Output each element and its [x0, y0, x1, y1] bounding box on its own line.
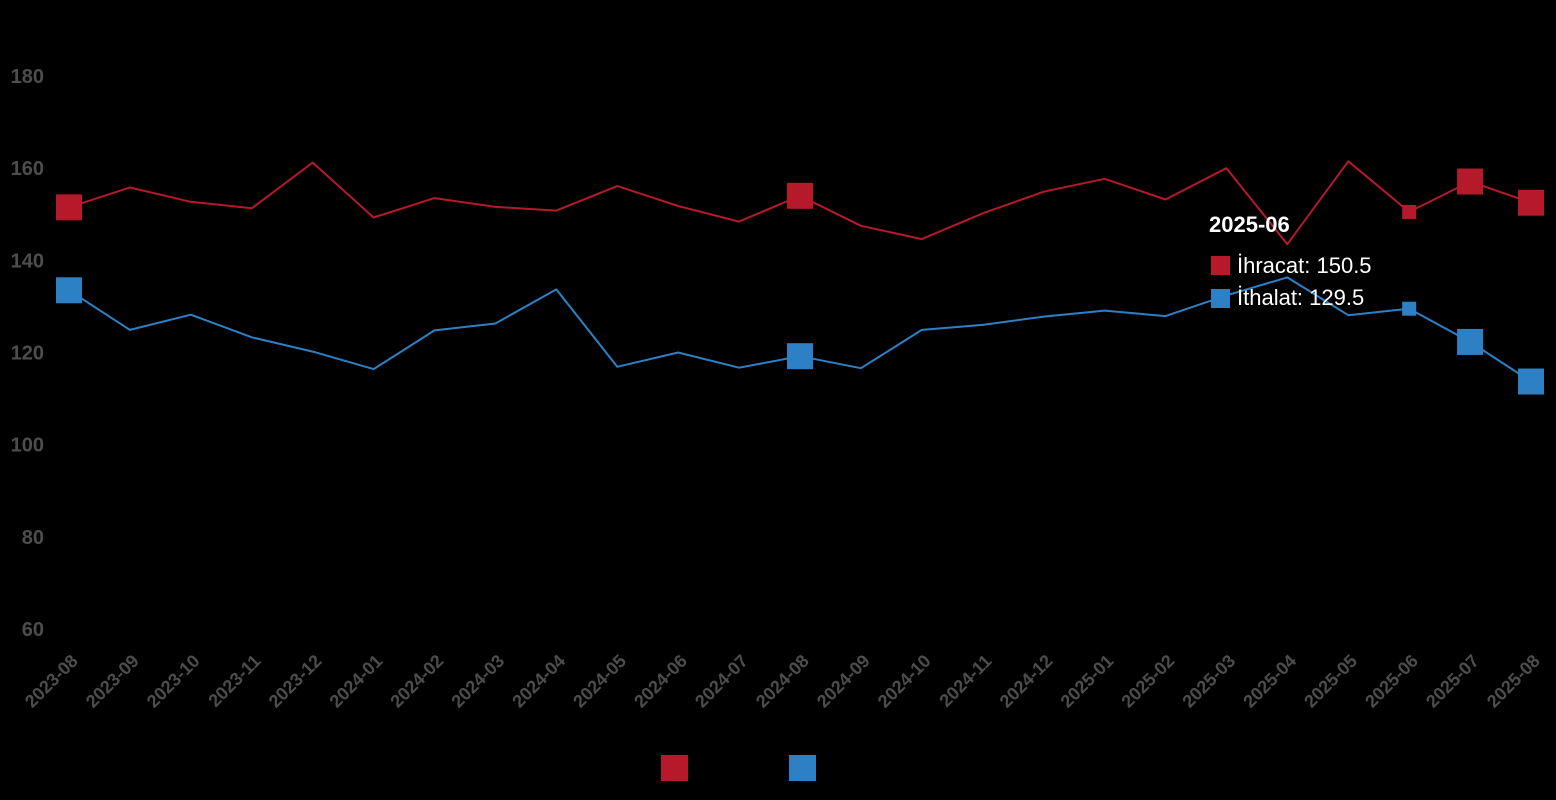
x-tick-label: 2024-11 [935, 651, 995, 711]
x-tick-label: 2023-11 [204, 651, 264, 711]
y-tick-label: 140 [11, 250, 44, 272]
ithalat-point-marker[interactable] [56, 277, 82, 304]
ithalat-point-marker[interactable] [1457, 328, 1484, 355]
x-tick-label: 2024-12 [996, 651, 1057, 712]
series-markers[interactable] [56, 168, 1544, 395]
tooltip-ihracat-value: İhracat: 150.5 [1237, 253, 1372, 278]
y-tick-label: 60 [22, 619, 44, 641]
ithalat-hover-marker[interactable] [1402, 301, 1417, 316]
ihracat-point-marker[interactable] [1518, 189, 1544, 216]
y-tick-label: 80 [22, 527, 44, 549]
legend-ihracat-swatch[interactable] [661, 755, 688, 781]
x-tick-label: 2024-02 [386, 651, 447, 712]
tooltip: 2025-06 İhracat: 150.5 İthalat: 129.5 [1209, 212, 1372, 310]
x-tick-label: 2024-03 [447, 651, 508, 712]
x-tick-label: 2023-12 [265, 651, 326, 712]
ithalat-point-marker[interactable] [1518, 368, 1544, 395]
x-axis: 2023-08 2023-09 2023-10 2023-11 2023-12 2024-… [21, 651, 1544, 712]
x-tick-label: 2023-08 [21, 651, 82, 712]
tooltip-ithalat-swatch [1211, 289, 1230, 308]
ihracat-hover-marker[interactable] [1402, 204, 1417, 219]
tooltip-ihracat-swatch [1211, 256, 1230, 275]
ihracat-point-marker[interactable] [56, 194, 82, 221]
x-tick-label: 2025-08 [1483, 651, 1544, 712]
y-tick-label: 100 [11, 435, 44, 457]
x-tick-label: 2024-05 [569, 651, 630, 712]
x-tick-label: 2024-01 [326, 651, 387, 712]
y-tick-label: 160 [11, 158, 44, 180]
ihracat-point-marker[interactable] [1457, 168, 1484, 195]
ihracat-point-marker[interactable] [787, 182, 813, 209]
x-tick-label: 2023-10 [143, 651, 204, 712]
x-tick-label: 2024-10 [874, 651, 935, 712]
x-tick-label: 2025-02 [1117, 651, 1178, 712]
x-tick-label: 2025-01 [1057, 651, 1118, 712]
x-tick-label: 2025-07 [1422, 651, 1483, 712]
legend [661, 755, 816, 781]
x-tick-label: 2024-04 [508, 651, 569, 712]
x-tick-label: 2024-07 [691, 651, 752, 712]
x-tick-label: 2025-06 [1361, 651, 1422, 712]
x-tick-label: 2024-06 [630, 651, 691, 712]
y-tick-label: 180 [11, 66, 44, 88]
x-tick-label: 2025-04 [1239, 651, 1300, 712]
x-tick-label: 2025-05 [1300, 651, 1361, 712]
legend-ithalat-swatch[interactable] [789, 755, 816, 781]
x-tick-label: 2024-08 [752, 651, 813, 712]
tooltip-title: 2025-06 [1209, 212, 1290, 237]
y-tick-label: 120 [11, 343, 44, 365]
y-axis: 60 80 100 120 140 160 180 [11, 66, 44, 641]
ithalat-point-marker[interactable] [787, 343, 813, 370]
x-tick-label: 2024-09 [813, 651, 874, 712]
x-tick-label: 2025-03 [1178, 651, 1239, 712]
x-tick-label: 2023-09 [82, 651, 143, 712]
tooltip-ithalat-value: İthalat: 129.5 [1237, 285, 1364, 310]
